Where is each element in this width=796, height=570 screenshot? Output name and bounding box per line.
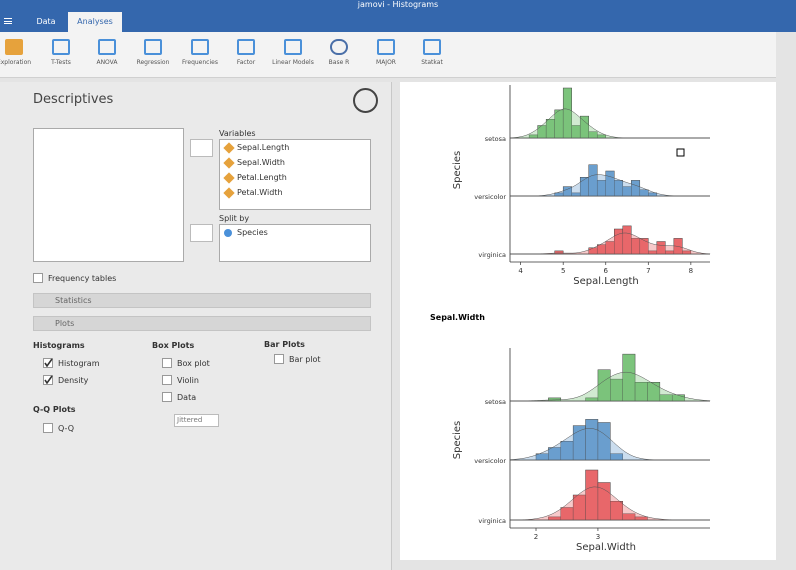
toolbar-label[interactable]: Regression xyxy=(136,59,170,66)
x-axis-title: Sepal.Width xyxy=(576,542,636,553)
section-label[interactable]: Plots xyxy=(55,319,75,328)
checkbox[interactable] xyxy=(43,358,53,368)
toolbar-icon[interactable] xyxy=(330,39,348,55)
toolbar-label[interactable]: Base R xyxy=(328,59,350,66)
y-tick-label: versicolor xyxy=(474,193,506,201)
checkbox[interactable] xyxy=(162,392,172,402)
toolbar-label[interactable]: Linear Models xyxy=(272,59,314,66)
x-tick-label: 6 xyxy=(604,267,609,275)
variable-item[interactable]: Petal.Length xyxy=(237,173,287,182)
x-tick-label: 7 xyxy=(646,267,650,275)
section-label[interactable]: Statistics xyxy=(55,296,92,305)
toolbar-label[interactable]: Factor xyxy=(236,59,256,66)
split-item[interactable]: Species xyxy=(237,228,268,237)
toolbar-label[interactable]: T-Tests xyxy=(51,59,71,66)
checkbox[interactable] xyxy=(33,273,43,283)
variable-item[interactable]: Petal.Width xyxy=(237,188,283,197)
checkbox-label[interactable]: Violin xyxy=(177,376,199,385)
y-tick-label: virginica xyxy=(478,517,506,525)
split-label: Split by xyxy=(219,214,250,223)
density-curve xyxy=(510,486,710,521)
move-button[interactable] xyxy=(190,224,213,242)
density-curve xyxy=(510,232,711,255)
y-axis-title: Species xyxy=(452,421,463,460)
checkbox-label[interactable]: Histogram xyxy=(58,359,100,368)
hamburger xyxy=(4,18,12,24)
x-tick-label: 2 xyxy=(534,533,538,541)
x-tick-label: 3 xyxy=(596,533,600,541)
toolbar-label[interactable]: Exploration xyxy=(0,59,32,66)
move-button[interactable] xyxy=(190,139,213,157)
checkbox-label[interactable]: Bar plot xyxy=(289,355,321,364)
toolbar-icon[interactable] xyxy=(98,39,116,55)
plot-title: Sepal.Width xyxy=(430,313,485,322)
group-title: Histograms xyxy=(33,341,85,350)
section-header[interactable] xyxy=(33,316,371,331)
checkbox-label[interactable]: Box plot xyxy=(177,359,210,368)
x-axis-title: Sepal.Length xyxy=(573,276,638,287)
toolbar-label[interactable]: MAJOR xyxy=(376,59,396,66)
window-title: jamovi - Histograms xyxy=(357,0,439,9)
dropdown[interactable]: Jittered xyxy=(174,414,219,427)
toolbar-label[interactable]: Frequencies xyxy=(182,59,218,66)
x-tick-label: 8 xyxy=(689,267,693,275)
toolbar-icon[interactable] xyxy=(237,39,255,55)
cursor xyxy=(676,148,685,157)
toolbar-icon[interactable] xyxy=(144,39,162,55)
source-list[interactable] xyxy=(33,128,184,262)
y-tick-label: setosa xyxy=(485,398,506,406)
x-tick-label: 5 xyxy=(561,267,565,275)
top-bar xyxy=(0,0,796,32)
checkbox[interactable] xyxy=(274,354,284,364)
checkbox-label[interactable]: Frequency tables xyxy=(48,274,117,283)
group-title: Box Plots xyxy=(152,341,195,350)
checkbox-label[interactable]: Density xyxy=(58,376,89,385)
checkbox-label[interactable]: Data xyxy=(177,393,197,402)
toolbar-label[interactable]: ANOVA xyxy=(96,59,118,66)
toolbar-label[interactable]: Statkat xyxy=(421,59,443,66)
checkbox[interactable] xyxy=(162,375,172,385)
density-curve xyxy=(509,108,710,139)
toolbar-icon[interactable] xyxy=(191,39,209,55)
y-axis-title: Species xyxy=(452,151,463,190)
checkbox[interactable] xyxy=(162,358,172,368)
variables-label: Variables xyxy=(219,129,256,138)
density-curve xyxy=(509,428,710,461)
y-tick-label: setosa xyxy=(485,135,506,143)
tab[interactable]: Analyses xyxy=(68,12,122,32)
options-title: Descriptives xyxy=(33,92,114,107)
check-mark xyxy=(44,358,53,368)
tab[interactable]: Data xyxy=(36,17,56,26)
variable-item[interactable]: Sepal.Length xyxy=(237,143,290,152)
checkbox-label[interactable]: Q-Q xyxy=(58,424,74,433)
toolbar-icon[interactable] xyxy=(423,39,441,55)
nominal-icon xyxy=(224,229,232,237)
hamburger-mid xyxy=(4,20,12,22)
x-tick-label: 4 xyxy=(518,267,523,275)
section-header[interactable] xyxy=(33,293,371,308)
run-button[interactable] xyxy=(353,88,378,113)
split-box[interactable] xyxy=(219,224,371,262)
checkbox[interactable] xyxy=(43,375,53,385)
toolbar-icon[interactable] xyxy=(377,39,395,55)
variables-box[interactable] xyxy=(219,139,371,210)
y-tick-label: versicolor xyxy=(474,457,506,465)
checkbox[interactable] xyxy=(43,423,53,433)
group-title: Q-Q Plots xyxy=(33,405,76,414)
group-title: Bar Plots xyxy=(264,340,305,349)
check-mark xyxy=(44,375,53,385)
density-curve xyxy=(510,174,710,197)
toolbar-icon[interactable] xyxy=(284,39,302,55)
density-curve xyxy=(510,371,711,402)
toolbar-icon[interactable] xyxy=(52,39,70,55)
toolbar-icon[interactable] xyxy=(5,39,23,55)
y-tick-label: virginica xyxy=(478,251,506,259)
variable-item[interactable]: Sepal.Width xyxy=(237,158,285,167)
